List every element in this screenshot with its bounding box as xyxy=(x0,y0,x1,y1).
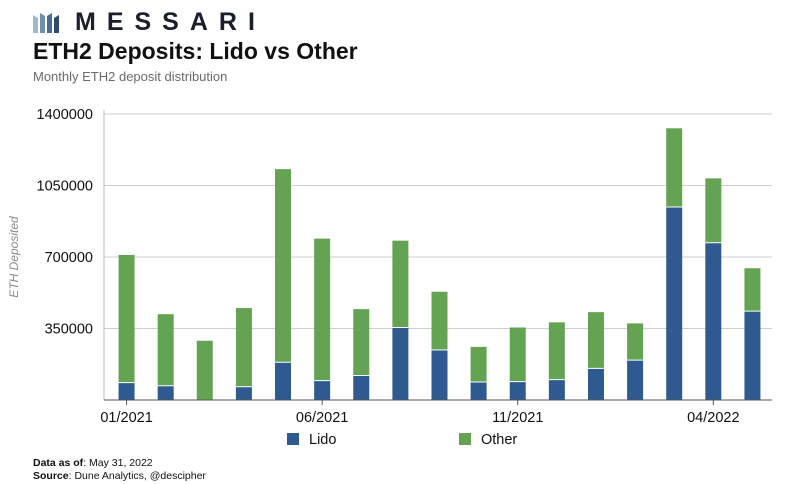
bar-lido xyxy=(705,242,722,400)
bar-other xyxy=(392,240,409,328)
bar-other xyxy=(235,308,252,387)
bar-lido xyxy=(470,382,487,400)
bar-lido xyxy=(118,382,135,400)
x-tick-label: 04/2022 xyxy=(687,410,739,426)
bar-lido xyxy=(392,327,409,400)
bar-lido xyxy=(509,381,526,400)
bar-lido xyxy=(275,362,292,400)
legend-label-other: Other xyxy=(481,432,517,448)
bar-lido xyxy=(548,379,565,400)
source-note: Source: Dune Analytics, @descipher xyxy=(33,470,206,482)
y-tick-label: 1400000 xyxy=(37,107,93,123)
bar-lido xyxy=(587,368,604,400)
source-value: : Dune Analytics, @descipher xyxy=(68,470,206,482)
y-tick-label: 350000 xyxy=(45,322,93,338)
data-as-of-label: Data as of xyxy=(33,457,84,469)
legend-swatch-lido xyxy=(287,433,299,445)
bar-other xyxy=(470,346,487,383)
bar-other xyxy=(353,309,370,376)
bar-other xyxy=(431,291,448,350)
chart-title: ETH2 Deposits: Lido vs Other xyxy=(33,38,358,64)
legend-label-lido: Lido xyxy=(309,432,336,448)
brand-logo: MESSARI xyxy=(33,7,266,36)
messari-logo-icon xyxy=(33,13,59,33)
bar-lido xyxy=(157,385,174,400)
bar-other xyxy=(705,178,722,243)
source-label: Source xyxy=(33,470,69,482)
bar-other xyxy=(509,327,526,382)
bar-other xyxy=(275,169,292,363)
x-tick-label: 06/2021 xyxy=(296,410,348,426)
y-tick-label: 700000 xyxy=(45,250,93,266)
bar-other xyxy=(744,268,761,312)
bar-other xyxy=(587,312,604,369)
bar-other xyxy=(548,322,565,380)
y-axis-title: ETH Deposited xyxy=(7,216,21,298)
bar-other xyxy=(314,238,331,381)
legend-swatch-other xyxy=(459,433,471,445)
chart-subtitle: Monthly ETH2 deposit distribution xyxy=(33,69,228,84)
bar-lido xyxy=(666,206,683,400)
data-as-of: Data as of: May 31, 2022 xyxy=(33,457,153,469)
bar-other xyxy=(157,314,174,386)
x-tick-label: 11/2021 xyxy=(492,410,543,426)
bar-lido xyxy=(314,380,331,400)
bar-lido xyxy=(431,349,448,400)
data-as-of-value: : May 31, 2022 xyxy=(83,457,153,469)
bar-other xyxy=(627,323,644,361)
bar-lido xyxy=(627,360,644,400)
bar-lido xyxy=(744,311,761,400)
bar-other xyxy=(666,128,683,207)
bar-lido xyxy=(353,375,370,400)
brand-name: MESSARI xyxy=(75,7,266,36)
y-tick-label: 1050000 xyxy=(37,179,93,195)
bar-lido xyxy=(235,386,252,400)
bar-other xyxy=(118,254,135,383)
bar-other xyxy=(196,340,213,400)
x-tick-label: 01/2021 xyxy=(100,410,152,426)
